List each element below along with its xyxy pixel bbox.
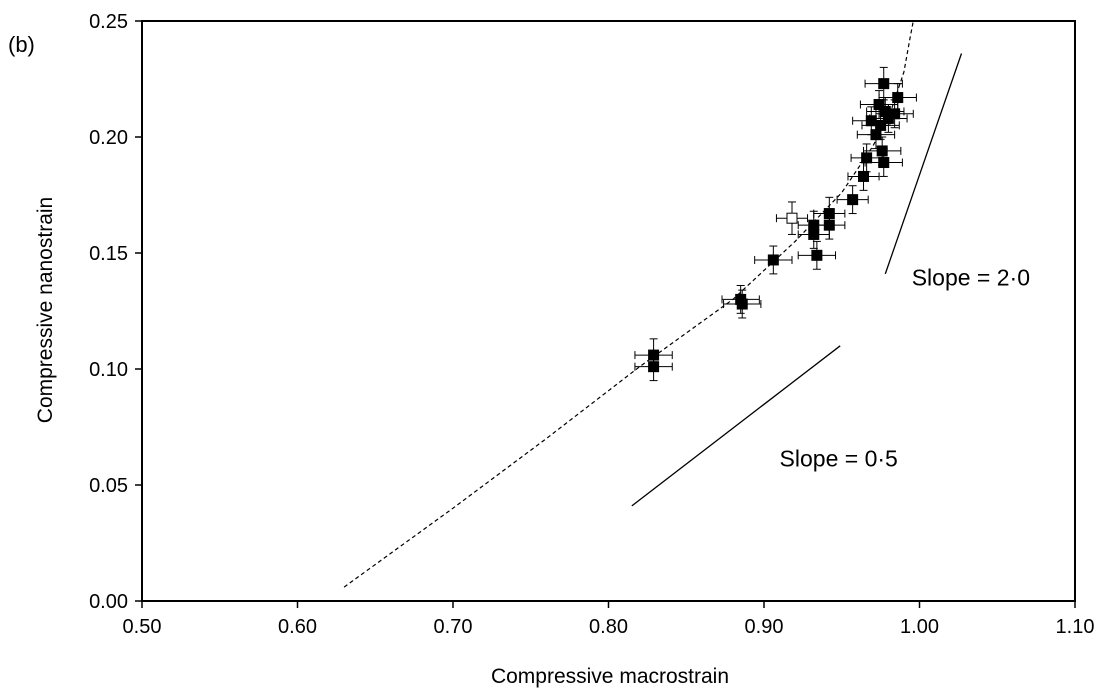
slope-0-5-line [631,345,841,507]
y-tick-label: 0.15 [89,243,128,265]
x-tick-label: 0.70 [434,616,473,638]
x-tick-label: 0.80 [589,616,628,638]
x-tick-label: 1.00 [900,616,939,638]
y-axis-title: Compressive nanostrain [34,197,57,423]
y-tick-label: 0.05 [89,475,128,497]
plot-frame [141,20,1076,602]
data-point [858,170,870,182]
data-point [736,298,748,310]
y-tick-label: 0.00 [89,591,128,613]
slope-2-0-line [884,53,963,275]
y-tick-label: 0.20 [89,127,128,149]
data-point [648,361,660,373]
plot-area: 0.50 0.60 0.70 0.80 0.90 1.00 1.10 0.00 0.05 0.10… [89,11,1094,638]
slope-2-0-label: Slope = 2·0 [912,264,1030,290]
data-point [811,249,823,261]
x-tick-label: 0.60 [278,616,317,638]
y-tick-label: 0.25 [89,11,128,33]
data-point [878,78,890,90]
data-point [876,145,888,157]
panel-label: (b) [8,32,35,57]
y-tick-label: 0.10 [89,359,128,381]
data-point [889,108,901,120]
fit-curve [343,20,914,588]
data-point [847,194,859,206]
x-tick-label: 0.50 [123,616,162,638]
data-point [870,129,882,141]
data-point [892,92,904,104]
open-square-point [786,212,798,224]
x-tick-label: 0.90 [745,616,784,638]
data-point [767,254,779,266]
x-axis-title: Compressive macrostrain [491,665,729,688]
slope-0-5-label: Slope = 0·5 [780,445,898,471]
x-tick-label: 1.10 [1056,616,1095,638]
data-point [808,228,820,240]
data-point [878,157,890,169]
data-point [823,219,835,231]
